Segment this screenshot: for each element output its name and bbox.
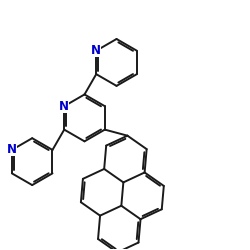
- Text: N: N: [59, 100, 69, 113]
- Text: N: N: [7, 144, 17, 156]
- Text: N: N: [91, 44, 101, 57]
